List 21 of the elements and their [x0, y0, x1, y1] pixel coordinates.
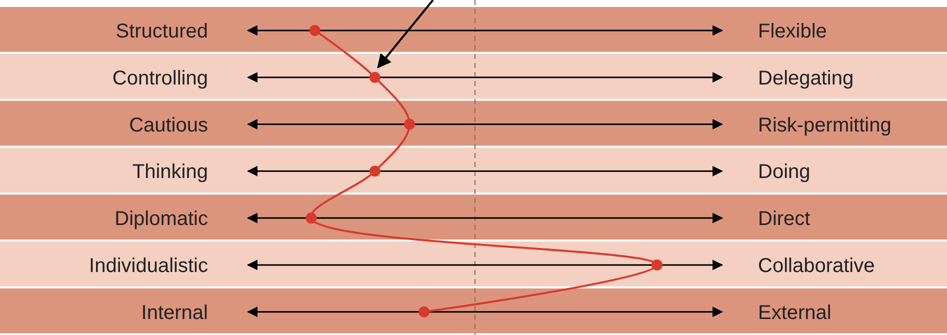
y-tick-label: Cautious	[129, 114, 208, 136]
point	[404, 118, 415, 130]
y-tick-label: Internal	[141, 302, 208, 324]
point	[369, 72, 380, 83]
text: Risk-permitting	[758, 114, 892, 136]
text: Flexible	[758, 20, 827, 42]
y-tick-label: Individualistic	[89, 254, 208, 277]
point	[418, 306, 430, 318]
text: Doing	[758, 161, 810, 184]
point	[309, 24, 320, 36]
text: Delegating	[758, 67, 854, 90]
point	[369, 166, 380, 177]
y-tick-label: Diplomatic	[114, 208, 208, 230]
y-tick-label: Structured	[116, 20, 208, 42]
point	[652, 259, 662, 270]
text: Direct	[758, 208, 811, 230]
y-tick-label: Controlling	[112, 67, 208, 90]
y-tick-label: Thinking	[132, 161, 208, 184]
point	[306, 212, 317, 224]
text: External	[758, 302, 832, 324]
text: Collaborative	[758, 254, 875, 277]
